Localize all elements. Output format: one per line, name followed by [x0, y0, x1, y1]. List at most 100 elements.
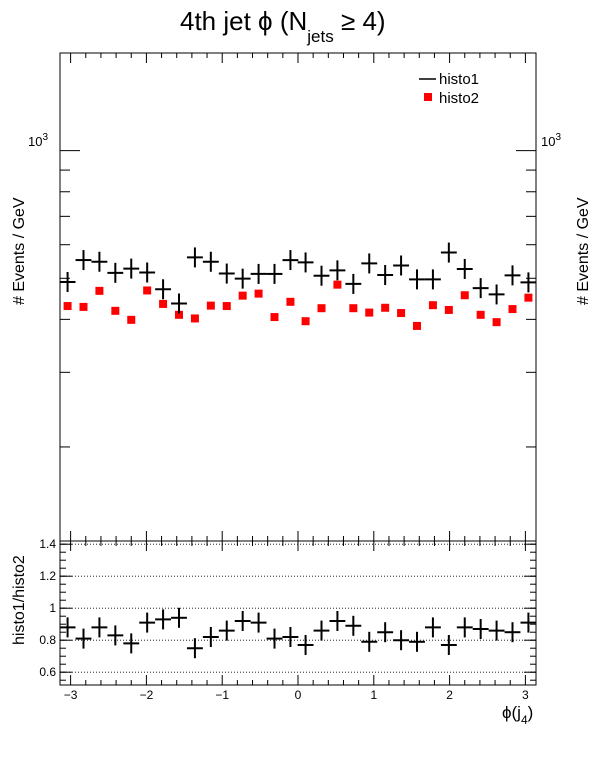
histo1-point [456, 258, 473, 279]
histo2-point [222, 302, 231, 311]
legend-marker-histo2 [424, 93, 432, 101]
histo2-point [349, 304, 358, 313]
histo1-point [282, 250, 299, 271]
ratio-point [361, 631, 378, 652]
histo1-point [91, 251, 108, 272]
ratio-y-tick-label: 1.4 [39, 537, 56, 551]
histo2-point [270, 313, 279, 322]
histo1-point [202, 251, 219, 272]
ratio-point [472, 619, 489, 639]
ratio-point [488, 620, 505, 641]
histo2-point [413, 321, 421, 330]
histo2-point [460, 291, 469, 300]
x-axis-label-subscript: 4 [521, 713, 528, 727]
histo2-point [524, 293, 533, 302]
histo2-point [476, 310, 485, 319]
x-tick-label: 2 [446, 688, 453, 702]
histo1-point [59, 272, 76, 293]
histo1-point [504, 265, 521, 286]
histo2-point [397, 309, 406, 318]
x-tick-label: −2 [140, 688, 154, 702]
x-tick-label: 3 [522, 688, 529, 702]
ratio-point [123, 633, 140, 654]
ratio-point [107, 625, 124, 646]
ratio-point [266, 628, 283, 649]
histo2-point [79, 302, 88, 311]
histo2-point [317, 304, 326, 313]
histo1-point [472, 278, 489, 299]
histo2-point [143, 286, 152, 295]
y-tick-label-left: 103 [28, 132, 48, 149]
histo1-point [409, 269, 425, 290]
histo1-point [377, 264, 394, 285]
ratio-point [456, 617, 473, 638]
ratio-point [282, 627, 299, 647]
histo1-point [139, 262, 156, 283]
histo2-point [127, 315, 136, 324]
histo2-point [286, 297, 295, 306]
ratio-point [377, 622, 394, 643]
y-tick-label-exp-right: 3 [555, 132, 561, 143]
main-x-ticks [70, 53, 526, 541]
histo2-point [238, 291, 247, 300]
histo1-point [123, 258, 140, 279]
y-tick-label-base-left: 10 [28, 134, 42, 149]
histo2-point [190, 314, 199, 323]
histo1-point [186, 247, 203, 268]
chart-title-tail: ≥ 4) [334, 6, 386, 36]
histo1-point [424, 269, 441, 290]
histo1-point [171, 293, 187, 314]
histo2-point [381, 303, 390, 312]
x-axis-label-tail: ) [528, 703, 534, 722]
legend: histo1 histo2 [412, 66, 504, 110]
histo2-point [95, 286, 104, 295]
histo2-point [111, 306, 120, 315]
ratio-x-ticks: −3 −2 −1 0 1 2 3 [64, 541, 529, 702]
legend-label-histo2: histo2 [439, 90, 479, 107]
histo2-point [301, 317, 310, 326]
histo2-point [428, 301, 437, 310]
histo2-point [206, 301, 215, 310]
ratio-point [155, 609, 172, 630]
ratio-point [218, 620, 235, 641]
ratio-point [234, 611, 251, 631]
y-tick-label-right: 103 [541, 132, 561, 149]
ratio-point [202, 627, 219, 647]
y-tick-label-exp-left: 3 [42, 132, 48, 143]
series-ratio [59, 607, 537, 659]
ratio-point [171, 607, 187, 628]
ratio-point [345, 615, 362, 636]
ratio-y-tick-label: 1 [49, 601, 56, 615]
ratio-plot-frame [59, 540, 537, 686]
y-axis-label-right: # Events / GeV [575, 197, 592, 305]
ratio-y-tick-label: 0.8 [39, 633, 56, 647]
histo1-point [345, 273, 362, 294]
x-tick-label: 1 [370, 688, 377, 702]
y-axis-label-left: # Events / GeV [11, 197, 28, 305]
histo2-point [365, 308, 374, 317]
ratio-point [91, 617, 108, 638]
x-tick-label: −3 [64, 688, 78, 702]
histo1-point [75, 250, 92, 271]
x-axis-label-main: ϕ(j [502, 703, 521, 722]
ratio-point [75, 628, 92, 649]
chart-title-main: 4th jet ϕ (N [180, 6, 307, 36]
histo1-point [297, 252, 314, 273]
ratio-point [186, 638, 203, 659]
histo1-point [329, 260, 346, 281]
x-axis-label: ϕ(j4) [502, 703, 533, 727]
histo1-point [440, 242, 457, 263]
histo2-point [333, 280, 342, 289]
legend-label-histo1: histo1 [439, 71, 479, 88]
histo1-point [234, 268, 251, 289]
ratio-point [440, 635, 457, 655]
ratio-point [329, 611, 346, 631]
histo1-point [313, 265, 330, 286]
ratio-point [393, 630, 410, 651]
ratio-point [424, 617, 441, 638]
histo2-point [159, 299, 168, 308]
histo1-point [488, 284, 505, 305]
histo2-point [254, 289, 263, 298]
ratio-point [59, 617, 76, 638]
